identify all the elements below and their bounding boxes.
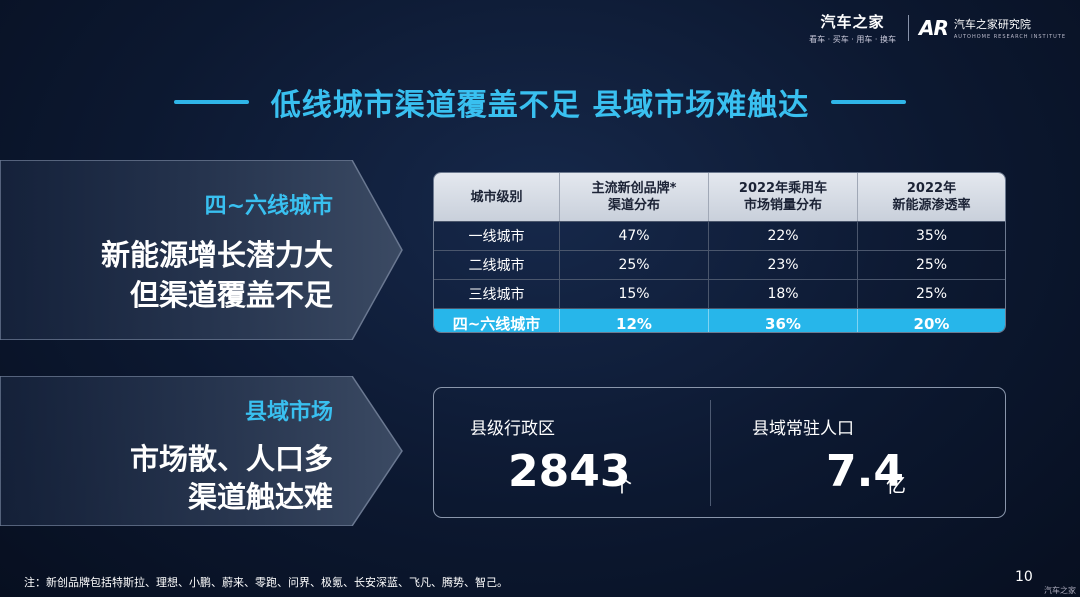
banner1-line1: 新能源增长潜力大 — [100, 238, 333, 272]
autohome-logo: 汽车之家 看车 · 买车 · 用车 · 换车 — [809, 11, 896, 45]
banner1-line2: 但渠道覆盖不足 — [129, 278, 333, 312]
stat-label-population: 县域常驻人口 — [752, 419, 854, 439]
table-cell: 二线城市 — [468, 258, 525, 274]
table-cell: 12% — [559, 309, 708, 332]
banner2-line2: 渠道触达难 — [187, 480, 333, 514]
stat-unit-population: 亿 — [886, 473, 906, 497]
banner-county-market: 县域市场 市场散、人口多 渠道触达难 — [0, 376, 405, 526]
banner-arrow-shape — [0, 376, 403, 526]
research-institute-logo: AR 汽车之家研究院 AUTOHOME RESEARCH INSTITUTE — [919, 16, 1066, 40]
institute-name: 汽车之家研究院 — [953, 18, 1031, 31]
stat-value-counties: 2843 — [508, 446, 631, 497]
institute-english: AUTOHOME RESEARCH INSTITUTE — [953, 34, 1066, 40]
table-cell: 三线城市 — [468, 287, 525, 303]
brand-name: 汽车之家 — [820, 13, 885, 31]
table-cell: 25% — [857, 280, 1005, 308]
table-row: 二线城市 25% 23% 25% — [434, 250, 1005, 279]
table-cell: 25% — [559, 251, 708, 279]
table-header: 城市级别 主流新创品牌* 渠道分布 2022年乘用车 市场销量分布 2022年 新能源… — [434, 173, 1005, 221]
header-logos: 汽车之家 看车 · 买车 · 用车 · 换车 AR 汽车之家研究院 AUTOHO… — [809, 8, 1066, 48]
table-cell: 20% — [857, 309, 1005, 332]
header-channel-distribution: 主流新创品牌* 渠道分布 — [559, 173, 708, 221]
title-dash-left — [173, 100, 249, 104]
logo-divider — [907, 15, 909, 41]
stat-label-counties: 县级行政区 — [470, 419, 555, 439]
table-row: 一线城市 47% 22% 35% — [434, 221, 1005, 250]
stats-divider — [710, 400, 711, 506]
page-number: 10 — [1015, 569, 1033, 585]
banner-lower-tier-cities: 四~六线城市 新能源增长潜力大 但渠道覆盖不足 — [0, 160, 405, 340]
county-stats-box: 县级行政区 2843 个 县域常驻人口 7.4 亿 — [433, 387, 1006, 518]
brand-tagline: 看车 · 买车 · 用车 · 换车 — [809, 35, 896, 44]
banner2-line1: 市场散、人口多 — [129, 442, 333, 476]
table-cell: 15% — [559, 280, 708, 308]
table-cell: 18% — [708, 280, 857, 308]
banner-arrow-shape — [0, 160, 403, 340]
table-cell: 23% — [708, 251, 857, 279]
title-row: 低线城市渠道覆盖不足 县域市场难触达 — [0, 80, 1080, 124]
table-cell: 36% — [708, 309, 857, 332]
stat-unit-counties: 个 — [612, 473, 632, 497]
page-title: 低线城市渠道覆盖不足 县域市场难触达 — [270, 88, 810, 123]
stat-value-population: 7.4 — [826, 446, 904, 497]
city-tier-table: 城市级别 主流新创品牌* 渠道分布 2022年乘用车 市场销量分布 2022年 新能源… — [433, 172, 1006, 333]
table-row: 三线城市 15% 18% 25% — [434, 279, 1005, 308]
institute-mark: AR — [918, 16, 949, 40]
table-cell: 35% — [857, 222, 1005, 250]
table-cell: 一线城市 — [468, 229, 525, 245]
header-city-tier: 城市级别 — [470, 189, 523, 205]
table-row-highlighted: 四~六线城市 12% 36% 20% — [434, 308, 1005, 333]
banner2-heading: 县域市场 — [244, 400, 333, 425]
table-cell: 22% — [708, 222, 857, 250]
banner1-heading: 四~六线城市 — [204, 194, 333, 219]
table-cell: 47% — [559, 222, 708, 250]
header-sales-distribution: 2022年乘用车 市场销量分布 — [708, 173, 857, 221]
watermark: 汽车之家 — [1044, 586, 1076, 595]
footnote: 注：新创品牌包括特斯拉、理想、小鹏、蔚来、零跑、问界、极氪、长安深蓝、飞凡、腾势… — [24, 576, 508, 589]
table-cell: 25% — [857, 251, 1005, 279]
header-nev-penetration: 2022年 新能源渗透率 — [857, 173, 1005, 221]
table-cell: 四~六线城市 — [452, 315, 541, 333]
title-dash-right — [831, 100, 907, 104]
